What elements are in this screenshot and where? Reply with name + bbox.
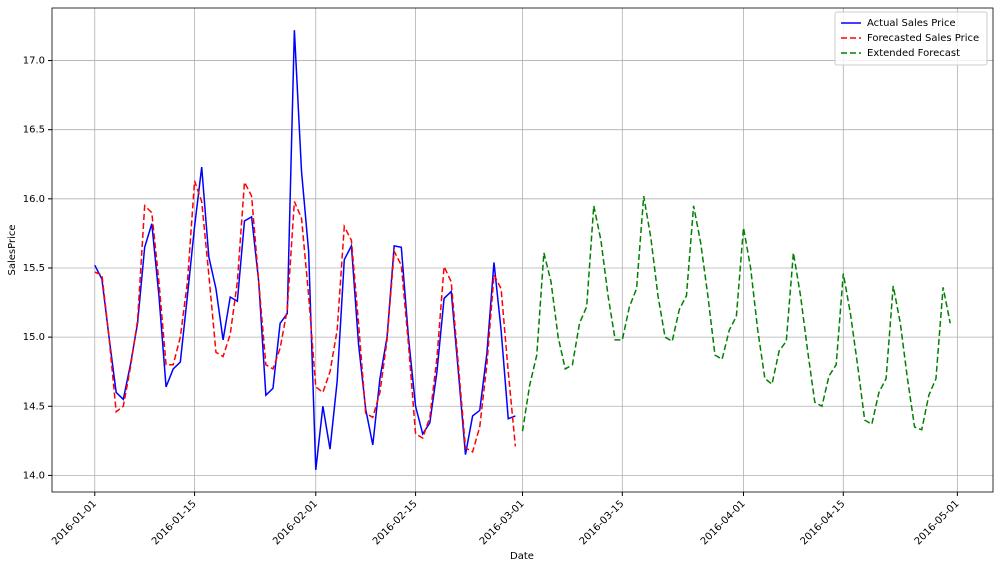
x-tick-label: 2016-01-01 <box>50 498 99 547</box>
x-tick-label: 2016-03-15 <box>578 498 627 547</box>
y-tick-label: 15.5 <box>23 263 45 274</box>
y-tick-label: 14.5 <box>23 401 45 412</box>
series-line <box>521 195 951 432</box>
x-tick-label: 2016-03-01 <box>478 498 527 547</box>
series-line <box>94 179 517 454</box>
plot-frame <box>51 7 994 493</box>
x-axis-label: Date <box>510 551 534 562</box>
y-tick-label: 16.5 <box>23 125 45 136</box>
x-tick-label: 2016-05-01 <box>913 498 962 547</box>
legend: Actual Sales Price Forecasted Sales Price… <box>834 11 988 66</box>
y-tick-label: 17.0 <box>23 56 45 67</box>
y-tick-label: 14.0 <box>23 470 45 481</box>
x-tick-label: 2016-04-15 <box>799 498 848 547</box>
legend-label: Extended Forecast <box>867 48 960 59</box>
x-tick-label: 2016-02-15 <box>371 498 420 547</box>
x-tick-label: 2016-01-15 <box>150 498 199 547</box>
x-tick-label: 2016-04-01 <box>699 498 748 547</box>
legend-box <box>834 11 988 66</box>
y-tick-label: 15.0 <box>23 332 45 343</box>
y-tick-label: 16.0 <box>23 194 45 205</box>
series-line <box>94 30 516 470</box>
legend-label: Actual Sales Price <box>867 18 956 29</box>
x-tick-label: 2016-02-01 <box>271 498 320 547</box>
legend-label: Forecasted Sales Price <box>867 33 979 44</box>
y-axis-label: SalesPrice <box>7 224 18 275</box>
